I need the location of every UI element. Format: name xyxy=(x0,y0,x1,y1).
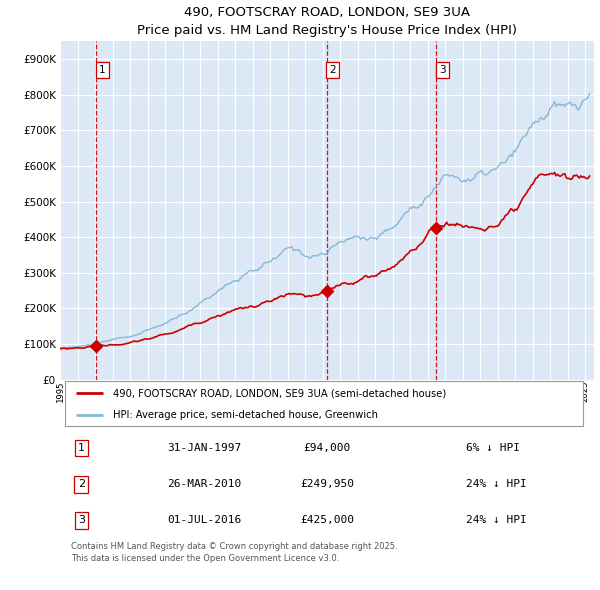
Text: 2: 2 xyxy=(78,479,85,489)
Text: 2: 2 xyxy=(329,65,336,75)
Text: 490, FOOTSCRAY ROAD, LONDON, SE9 3UA (semi-detached house): 490, FOOTSCRAY ROAD, LONDON, SE9 3UA (se… xyxy=(113,388,446,398)
Text: £94,000: £94,000 xyxy=(304,443,350,453)
Text: 24% ↓ HPI: 24% ↓ HPI xyxy=(466,515,527,525)
Text: 01-JUL-2016: 01-JUL-2016 xyxy=(167,515,241,525)
Text: 3: 3 xyxy=(78,515,85,525)
Text: £249,950: £249,950 xyxy=(300,479,354,489)
Text: 31-JAN-1997: 31-JAN-1997 xyxy=(167,443,241,453)
Text: 3: 3 xyxy=(439,65,446,75)
Text: 26-MAR-2010: 26-MAR-2010 xyxy=(167,479,241,489)
Text: 24% ↓ HPI: 24% ↓ HPI xyxy=(466,479,527,489)
Text: 1: 1 xyxy=(78,443,85,453)
Text: HPI: Average price, semi-detached house, Greenwich: HPI: Average price, semi-detached house,… xyxy=(113,410,379,420)
Text: Contains HM Land Registry data © Crown copyright and database right 2025.
This d: Contains HM Land Registry data © Crown c… xyxy=(71,542,397,563)
Text: £425,000: £425,000 xyxy=(300,515,354,525)
FancyBboxPatch shape xyxy=(65,382,583,426)
Text: 6% ↓ HPI: 6% ↓ HPI xyxy=(466,443,520,453)
Title: 490, FOOTSCRAY ROAD, LONDON, SE9 3UA
Price paid vs. HM Land Registry's House Pri: 490, FOOTSCRAY ROAD, LONDON, SE9 3UA Pri… xyxy=(137,6,517,37)
Text: 1: 1 xyxy=(99,65,106,75)
